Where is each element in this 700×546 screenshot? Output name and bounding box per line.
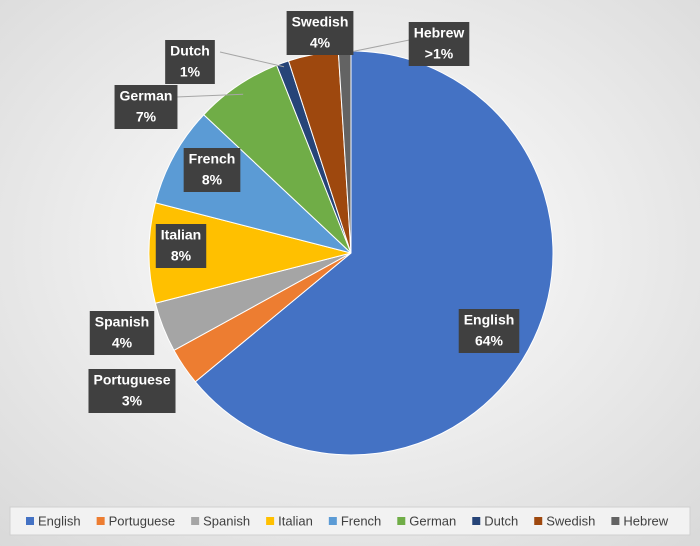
legend-label: Hebrew	[623, 513, 668, 528]
data-label-name: French	[189, 151, 236, 167]
legend-swatch	[397, 517, 406, 525]
legend-swatch	[328, 517, 337, 525]
data-label-name: German	[120, 88, 173, 104]
legend-swatch	[266, 517, 275, 525]
legend-swatch	[472, 517, 481, 525]
pie-slice	[194, 50, 554, 456]
data-label-value: 8%	[171, 248, 192, 264]
data-label-name: Hebrew	[414, 25, 465, 41]
data-label-value: 3%	[122, 393, 143, 409]
data-label-value: 7%	[136, 109, 157, 125]
legend-label: Swedish	[546, 513, 595, 528]
legend-label: French	[341, 513, 381, 528]
legend-label: Portuguese	[109, 513, 176, 528]
data-label-name: Italian	[161, 227, 201, 243]
data-label-box	[286, 11, 354, 55]
legend-swatch	[26, 517, 34, 525]
data-label-value: 8%	[202, 172, 223, 188]
leader-line	[219, 51, 285, 68]
data-label-box	[458, 309, 520, 353]
data-label-box	[408, 22, 470, 66]
data-label-box	[114, 85, 178, 129]
data-label-value: 1%	[180, 64, 201, 80]
data-label-value: 4%	[112, 335, 133, 351]
legend-box	[9, 506, 691, 536]
legend-label: English	[38, 513, 81, 528]
data-label-name: Dutch	[170, 43, 210, 59]
data-label-box	[89, 311, 155, 355]
data-label-box	[165, 40, 215, 84]
data-label-name: Spanish	[95, 314, 149, 330]
legend-swatch	[191, 517, 200, 525]
legend-label: Italian	[278, 513, 313, 528]
data-label-box	[155, 224, 207, 268]
legend-swatch	[534, 517, 543, 525]
legend-swatch	[96, 517, 105, 525]
data-label-value: 64%	[475, 333, 504, 349]
legend-swatch	[611, 517, 620, 525]
data-label-name: English	[464, 312, 515, 328]
data-label-value: 4%	[310, 35, 331, 51]
leader-line	[175, 93, 244, 98]
data-label-value: >1%	[425, 46, 454, 62]
legend-label: Dutch	[484, 513, 518, 528]
data-label-box	[88, 369, 176, 413]
data-label-name: Swedish	[292, 14, 349, 30]
legend-label: Spanish	[203, 513, 250, 528]
legend-label: German	[409, 513, 456, 528]
data-label-box	[183, 148, 241, 192]
data-label-name: Portuguese	[93, 372, 170, 388]
